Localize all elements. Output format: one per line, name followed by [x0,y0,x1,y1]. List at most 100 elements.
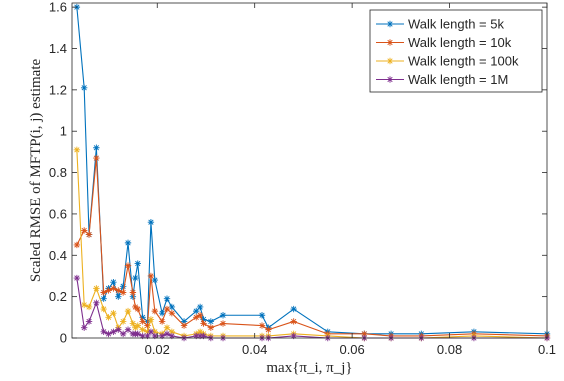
data-point [124,326,132,333]
data-point [105,314,112,321]
data-point [124,239,132,247]
legend-marker [386,57,394,65]
y-tick-label: 0.6 [49,206,67,221]
data-point [219,312,227,319]
data-point [193,314,200,321]
legend-marker [386,76,394,83]
data-point [290,332,297,340]
data-point [147,218,155,226]
data-point [158,318,166,325]
legend-entry: Walk length = 10k [376,35,512,50]
data-point [147,272,155,280]
legend-label: Walk length = 10k [408,35,512,50]
data-point [196,332,204,340]
data-point [151,332,159,340]
data-point [219,320,227,327]
data-point [151,276,159,284]
data-point [144,328,151,335]
data-point [196,303,204,311]
x-tick-label: 0.08 [437,342,462,357]
data-point [290,305,297,313]
series-4 [73,274,551,342]
legend-marker [386,20,394,28]
data-point [200,316,207,323]
data-point [207,318,215,325]
data-point [119,289,127,296]
data-point [196,328,204,335]
data-point [80,301,88,309]
data-point [258,322,266,329]
data-point [180,318,188,325]
y-tick-label: 1 [60,124,67,139]
data-point [200,332,207,340]
data-point [85,303,93,311]
data-point [147,328,155,335]
data-point [134,330,141,338]
data-point [85,318,93,325]
legend-label: Walk length = 1M [408,72,508,87]
data-point [265,326,272,333]
data-point [80,227,88,234]
data-point [151,307,159,315]
data-point [124,307,132,315]
x-tick-label: 0.04 [242,342,267,357]
y-tick-label: 0 [60,331,67,346]
data-point [73,241,81,249]
y-tick-label: 0.4 [49,248,67,263]
data-point [93,154,100,162]
data-point [168,309,176,317]
data-point [163,330,171,338]
data-point [129,293,137,300]
data-point [361,330,368,338]
data-point [73,146,81,154]
data-point [158,332,166,340]
y-axis-label: Scaled RMSE of MFTP(i, j) estimate [28,59,44,283]
legend-entry: Walk length = 5k [376,17,504,32]
data-point [80,84,88,91]
data-point [200,320,207,327]
data-point [100,295,107,302]
data-point [139,314,146,321]
axes-box [71,2,548,339]
data-point [139,332,146,340]
data-point [100,305,107,313]
data-point [158,309,166,317]
y-tick-label: 1.2 [49,82,67,97]
data-point [115,293,122,300]
data-point [163,295,171,302]
data-point [139,318,146,325]
data-point [105,287,112,294]
legend-label: Walk length = 5k [408,17,504,32]
data-point [193,332,200,340]
legend-entry: Walk length = 100k [376,54,519,69]
data-point [110,328,117,335]
data-point [258,312,266,319]
data-point [144,332,151,340]
data-point [119,318,127,325]
data-point [193,307,200,315]
data-point [129,289,137,296]
data-point [85,231,93,238]
data-point [134,305,141,313]
data-point [144,322,151,329]
y-tick-label: 0.2 [49,289,67,304]
data-point [132,274,139,282]
data-point [100,328,107,335]
series-layer [73,3,551,342]
data-point [93,299,100,307]
x-tick-label: 0.02 [145,342,170,357]
data-point [100,289,107,296]
data-point [207,324,215,331]
data-point [110,278,117,286]
axes-layer: 0.02 0.04 0.06 0.08 0.1 0 0.2 0.4 0.6 0.8 1 1.2 1.4 1… [49,0,556,357]
data-point [139,326,146,333]
x-tick-label: 0.1 [538,342,556,357]
data-point [168,332,176,340]
data-point [110,285,117,292]
data-point [80,324,88,331]
data-point [105,330,112,338]
x-tick-label: 0.06 [339,342,364,357]
data-point [180,322,188,329]
data-point [124,262,132,269]
data-point [119,330,127,338]
